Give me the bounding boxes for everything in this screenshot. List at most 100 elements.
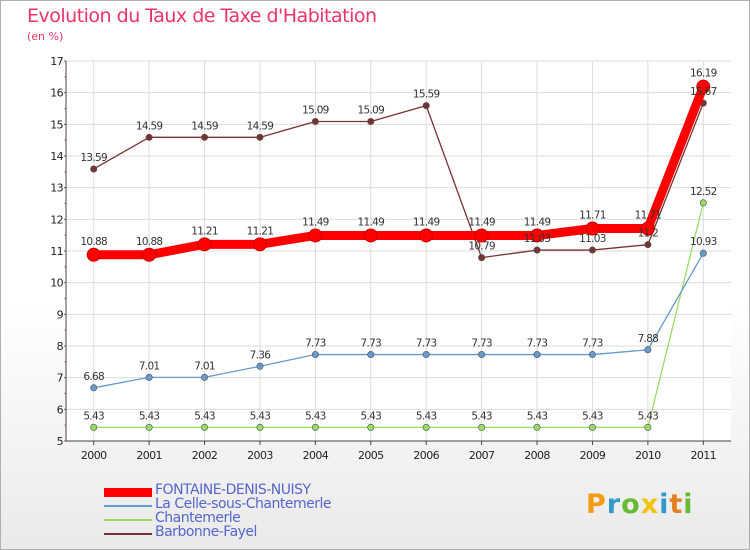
logo-letter: o	[621, 489, 641, 520]
logo-letter: t	[669, 489, 684, 520]
x-tick-label: 2010	[635, 449, 661, 462]
data-label: 7.73	[527, 338, 548, 350]
data-label: 5.43	[83, 410, 104, 422]
data-label: 5.43	[250, 410, 271, 422]
logo-letter: P	[586, 489, 607, 520]
logo-letter: r	[606, 489, 622, 520]
data-point	[533, 423, 541, 431]
data-point	[367, 423, 375, 431]
series-line-3	[93, 102, 704, 259]
series-line-2	[93, 202, 704, 429]
data-label: 7.73	[416, 338, 437, 350]
legend-swatch	[104, 487, 152, 497]
series-line-0	[93, 85, 708, 260]
data-point	[201, 373, 209, 381]
x-tick-label: 2000	[81, 449, 107, 462]
data-point	[644, 423, 652, 431]
data-point	[367, 351, 375, 359]
data-label: 10.88	[136, 236, 163, 248]
data-label: 7.36	[250, 349, 272, 361]
data-label: 5.43	[360, 410, 381, 422]
data-point	[474, 228, 489, 243]
data-label: 12.52	[690, 186, 717, 198]
data-point	[422, 351, 430, 359]
data-label: 11.21	[191, 225, 218, 237]
x-tick-label: 2004	[303, 449, 329, 462]
data-point	[311, 423, 319, 431]
x-tick-label: 2003	[247, 449, 273, 462]
data-label: 5.43	[638, 410, 659, 422]
data-label: 5.43	[471, 410, 492, 422]
data-label: 14.59	[191, 120, 218, 132]
legend-item: La Celle-sous-Chantemerle	[104, 496, 384, 513]
data-point	[197, 237, 212, 252]
data-label: 15.67	[690, 86, 717, 98]
data-point	[256, 133, 264, 141]
data-point	[201, 423, 209, 431]
data-label: 11.49	[524, 216, 551, 228]
data-point	[696, 79, 711, 94]
data-point	[256, 423, 264, 431]
data-point	[90, 165, 98, 173]
data-label: 7.01	[194, 360, 215, 372]
x-tick-label: 2009	[580, 449, 606, 462]
data-label: 11.71	[635, 210, 662, 222]
y-tick-label: 14	[50, 150, 63, 163]
y-tick-label: 8	[57, 340, 64, 353]
data-point	[308, 228, 323, 243]
data-point	[311, 117, 319, 125]
legend-label: FONTAINE-DENIS-NUISY	[155, 482, 311, 498]
legend-label: La Celle-sous-Chantemerle	[155, 496, 331, 512]
data-label: 7.73	[582, 338, 603, 350]
data-label: 10.79	[468, 241, 495, 253]
data-label: 15.09	[302, 104, 329, 116]
data-point	[142, 247, 157, 262]
series-line-1	[93, 252, 704, 389]
data-point	[256, 362, 264, 370]
chart-unit: (en %)	[27, 30, 64, 43]
data-point	[86, 247, 101, 262]
data-label: 5.43	[582, 410, 603, 422]
data-point	[311, 351, 319, 359]
data-label: 5.43	[416, 410, 437, 422]
y-tick-label: 17	[50, 55, 63, 68]
logo-letter: i	[683, 489, 694, 520]
y-tick-label: 10	[50, 277, 63, 290]
y-tick-label: 9	[57, 308, 64, 321]
legend-swatch	[104, 533, 152, 535]
data-label: 5.43	[194, 410, 215, 422]
data-point	[419, 228, 434, 243]
data-point	[145, 133, 153, 141]
data-label: 11.49	[468, 216, 495, 228]
data-label: 13.59	[80, 152, 107, 164]
legend-item: FONTAINE-DENIS-NUISY	[104, 482, 384, 499]
data-label: 10.88	[80, 236, 107, 248]
data-point	[145, 373, 153, 381]
y-tick-label: 15	[50, 118, 63, 131]
data-point	[367, 117, 375, 125]
y-tick-label: 7	[57, 372, 64, 385]
data-point	[478, 254, 486, 262]
y-tick-label: 6	[57, 403, 64, 416]
legend-item: Barbonne-Fayel	[104, 524, 384, 541]
data-label: 5.43	[139, 410, 160, 422]
x-tick-label: 2002	[192, 449, 218, 462]
y-tick-label: 13	[50, 182, 63, 195]
legend-label: Chantemerle	[155, 510, 241, 526]
data-label: 11.03	[579, 233, 606, 245]
logo-letter: x	[640, 489, 660, 520]
data-point	[644, 241, 652, 249]
data-point	[588, 423, 596, 431]
data-point	[201, 133, 209, 141]
data-point	[533, 351, 541, 359]
data-point	[90, 384, 98, 392]
data-label: 11.2	[638, 228, 659, 240]
data-point	[588, 246, 596, 254]
x-tick-label: 2008	[524, 449, 550, 462]
x-tick-label: 2006	[413, 449, 439, 462]
data-point	[585, 221, 600, 236]
data-label: 7.01	[139, 360, 160, 372]
data-label: 14.59	[247, 120, 274, 132]
x-tick-label: 2011	[690, 449, 716, 462]
